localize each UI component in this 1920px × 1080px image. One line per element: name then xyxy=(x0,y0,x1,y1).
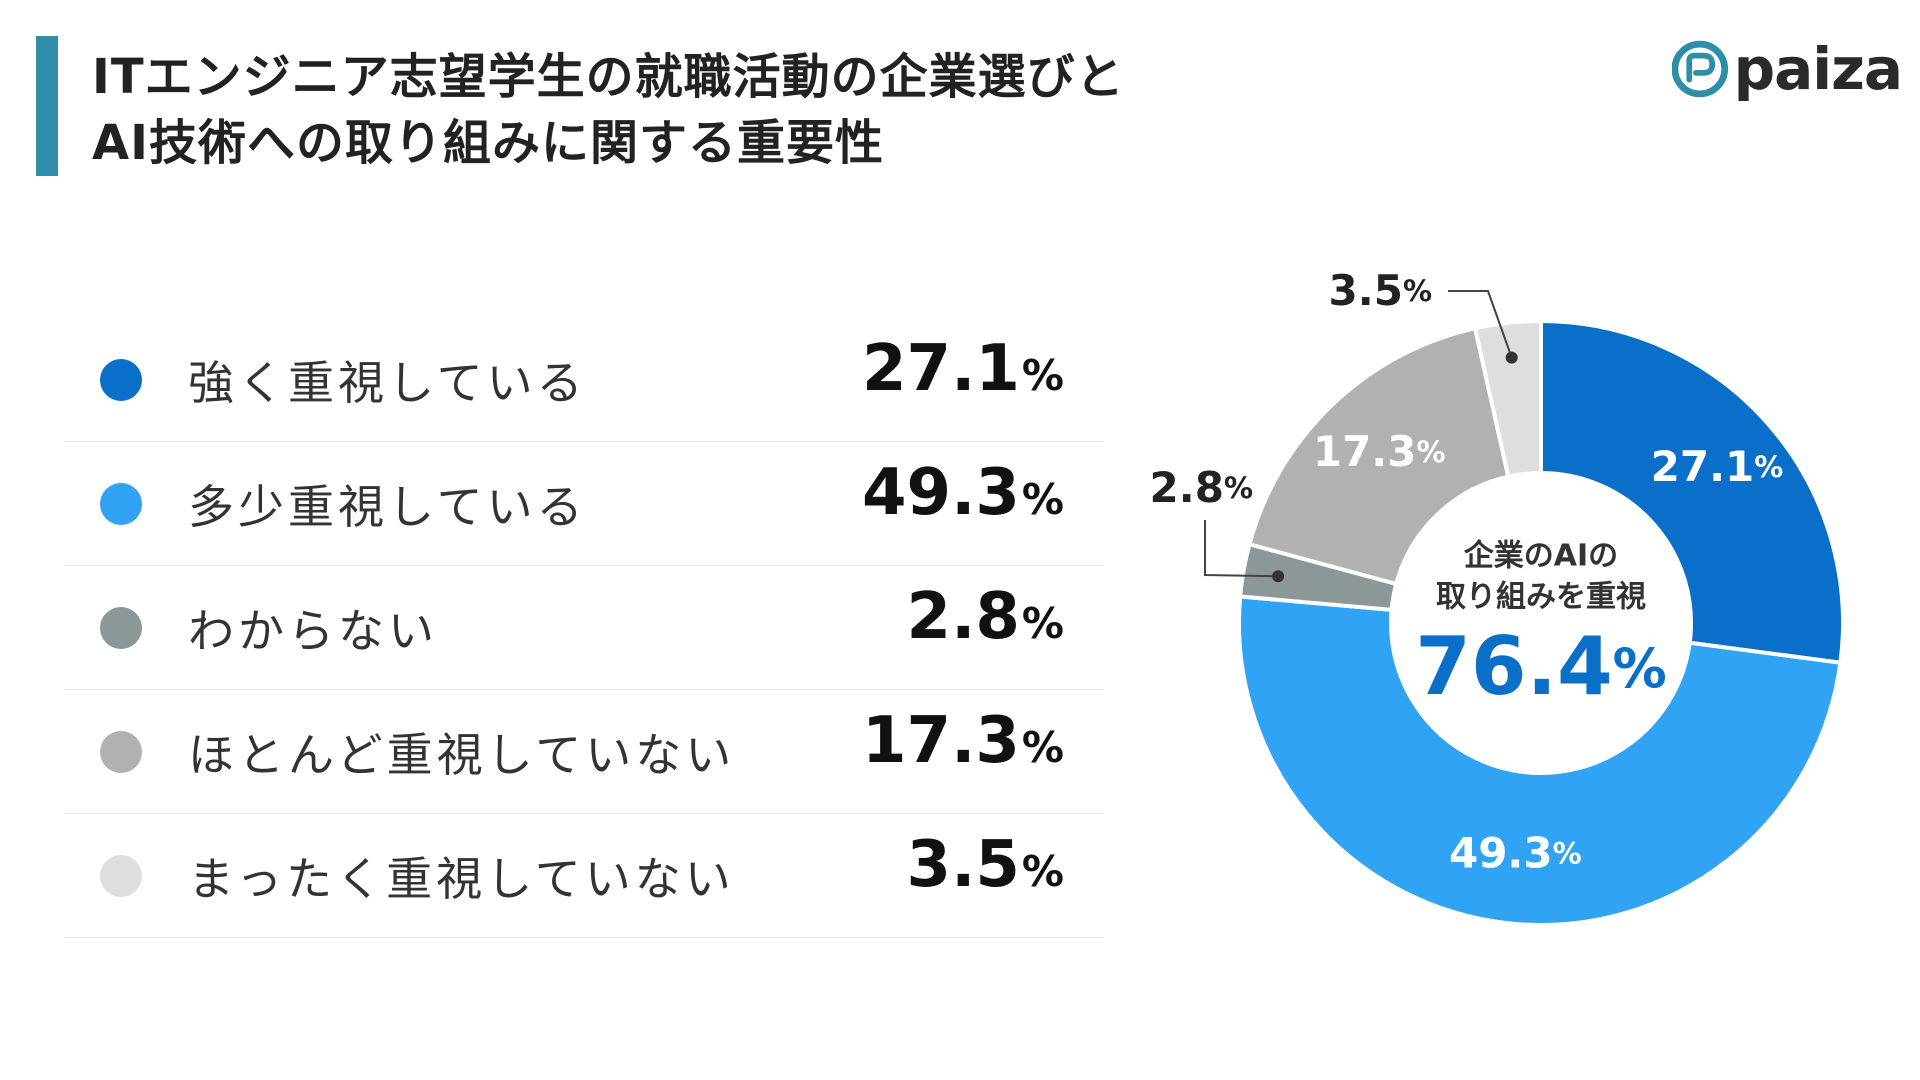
legend-swatch xyxy=(100,606,142,649)
leader-dot xyxy=(1272,570,1285,583)
chart-title-line2: AI技術への取り組みに関する重要性 xyxy=(92,115,885,171)
center-value: 76.4% xyxy=(1415,620,1667,713)
donut-slice xyxy=(1237,594,1843,927)
slice-label: 2.8% xyxy=(1150,463,1253,512)
slice-label: 3.5% xyxy=(1329,266,1432,315)
legend-value-unit: % xyxy=(1021,847,1064,896)
legend-label: ほとんど重視していない xyxy=(188,727,736,782)
legend-item: 多少重視している 49.3% xyxy=(64,442,1104,566)
slice-label: 17.3% xyxy=(1313,426,1446,475)
legend-swatch xyxy=(100,482,142,525)
chart-title-line1: ITエンジニア志望学生の就職活動の企業選びと xyxy=(92,49,1125,105)
paiza-logo-icon xyxy=(1672,40,1728,98)
legend-value-unit: % xyxy=(1021,475,1064,524)
paiza-logo-text: paiza xyxy=(1733,35,1903,103)
legend-swatch xyxy=(100,358,142,401)
legend-value-number: 17.3 xyxy=(862,704,1020,778)
legend-value-number: 3.5 xyxy=(906,828,1020,902)
legend-value-number: 2.8 xyxy=(906,580,1020,654)
legend-item: まったく重視していない 3.5% xyxy=(64,814,1104,938)
center-label-line1: 企業のAIの xyxy=(1464,539,1618,574)
legend: 強く重視している 27.1% 多少重視している 49.3% わからない 2.8% ほとんど重… xyxy=(64,318,1104,938)
legend-value: 2.8% xyxy=(907,580,1064,654)
legend-item: ほとんど重視していない 17.3% xyxy=(64,690,1104,814)
legend-label: わからない xyxy=(188,603,438,658)
legend-value-unit: % xyxy=(1021,351,1064,400)
legend-item: わからない 2.8% xyxy=(64,566,1104,690)
legend-value: 49.3% xyxy=(862,456,1064,530)
legend-swatch xyxy=(100,730,142,773)
title-accent-bar xyxy=(36,36,58,176)
donut-slice xyxy=(1246,325,1511,587)
donut-slice xyxy=(1472,318,1543,479)
legend-value: 17.3% xyxy=(862,704,1064,778)
slice-label: 49.3% xyxy=(1449,828,1582,877)
legend-value-unit: % xyxy=(1021,599,1064,648)
leader-dot xyxy=(1505,351,1518,364)
legend-label: 強く重視している xyxy=(188,355,587,410)
legend-value: 3.5% xyxy=(907,828,1064,902)
legend-value-number: 49.3 xyxy=(862,456,1020,530)
slice-label: 27.1% xyxy=(1651,441,1784,490)
chart-title: ITエンジニア志望学生の就職活動の企業選びと AI技術への取り組みに関する重要性 xyxy=(92,44,1125,176)
paiza-logo: paiza xyxy=(1672,34,1903,104)
leader-line xyxy=(1448,290,1513,358)
donut-slice xyxy=(1539,318,1845,665)
legend-label: 多少重視している xyxy=(188,479,587,534)
legend-label: まったく重視していない xyxy=(188,851,735,906)
legend-swatch xyxy=(100,854,142,897)
center-label-line2: 取り組みを重視 xyxy=(1436,580,1646,615)
legend-value-number: 27.1 xyxy=(862,332,1020,406)
legend-value-unit: % xyxy=(1021,723,1064,772)
legend-value: 27.1% xyxy=(862,332,1064,406)
legend-item: 強く重視している 27.1% xyxy=(64,318,1104,442)
leader-line xyxy=(1204,520,1279,578)
